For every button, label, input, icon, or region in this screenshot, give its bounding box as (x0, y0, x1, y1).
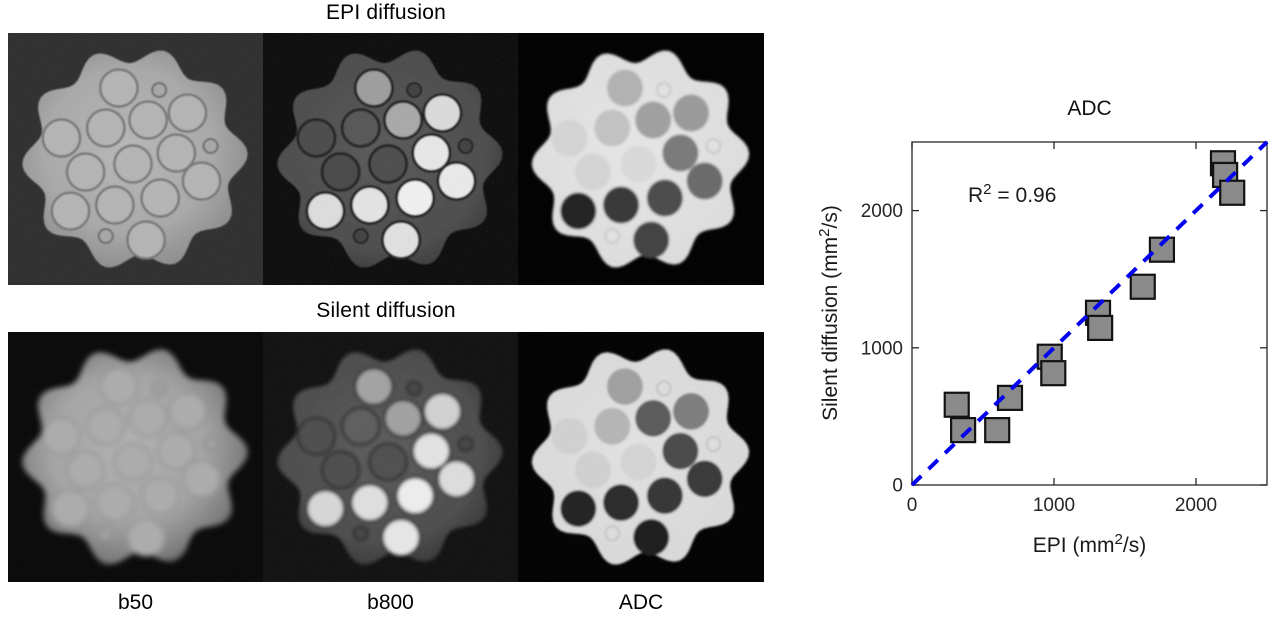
epi-adc-phantom-graphic (518, 33, 764, 285)
svg-text:1000: 1000 (861, 338, 903, 359)
epi-b800-phantom-graphic (263, 33, 518, 285)
svg-text:2000: 2000 (861, 201, 903, 222)
svg-text:R2 = 0.96: R2 = 0.96 (968, 181, 1056, 207)
svg-text:2000: 2000 (1175, 495, 1217, 516)
silent-adc-phantom-graphic (518, 332, 764, 582)
silent-b800-image (263, 332, 518, 582)
svg-text:0: 0 (907, 495, 918, 516)
epi-b50-phantom-graphic (8, 33, 263, 285)
epi-b50-image (8, 33, 263, 285)
silent-b50-image (8, 332, 263, 582)
epi-b800-image (263, 33, 518, 285)
svg-text:0: 0 (892, 476, 903, 497)
svg-text:ADC: ADC (1067, 97, 1111, 120)
silent-b800-phantom-graphic (263, 332, 518, 582)
column-label-b50: b50 (117, 591, 154, 614)
svg-text:1000: 1000 (1033, 495, 1075, 516)
column-label-adc: ADC (618, 591, 664, 614)
adc-scatter-plot: 0 1000 2000 0 1000 2000 ADC R2 = 0.96 EPI (mm2/s… (816, 97, 1269, 557)
silent-adc-image (518, 332, 764, 582)
silent-b50-phantom-graphic (8, 332, 263, 582)
svg-text:Silent diffusion (mm2/s): Silent diffusion (mm2/s) (816, 205, 842, 421)
column-label-b800: b800 (367, 591, 414, 614)
epi-row-title: EPI diffusion (325, 1, 447, 24)
silent-row-title: Silent diffusion (316, 299, 456, 322)
svg-text:EPI (mm2/s): EPI (mm2/s) (1033, 531, 1146, 557)
epi-adc-image (518, 33, 764, 285)
